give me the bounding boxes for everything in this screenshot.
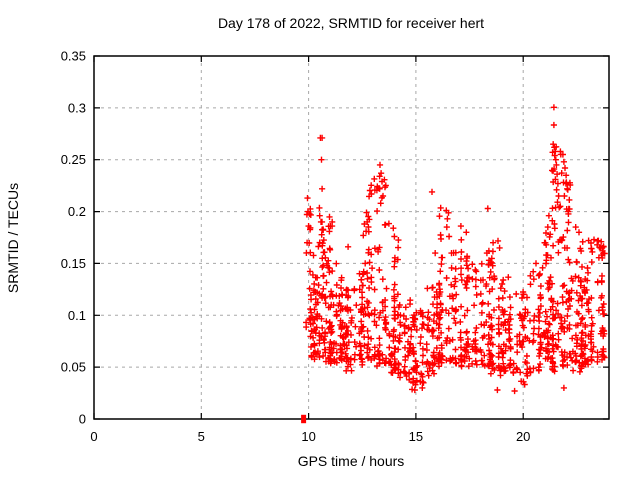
- tick-marks: [93, 55, 609, 420]
- y-tick-label: 0.3: [68, 100, 86, 115]
- y-tick-label: 0: [79, 412, 86, 427]
- x-tick-label: 0: [90, 429, 97, 444]
- x-tick-label: 10: [301, 429, 315, 444]
- x-axis-label: GPS time / hours: [298, 453, 405, 469]
- y-tick-label: 0.15: [61, 256, 86, 271]
- y-tick-label: 0.35: [61, 49, 86, 64]
- axis-ticks: [93, 55, 609, 420]
- y-axis-label: SRMTID / TECUs: [5, 183, 21, 293]
- x-tick-label: 15: [409, 429, 423, 444]
- y-tick-label: 0.25: [61, 152, 86, 167]
- x-tick-label: 20: [516, 429, 530, 444]
- plot-border: [93, 55, 610, 420]
- x-tick-label: 5: [198, 429, 205, 444]
- zero-value-square-marker: [301, 414, 307, 424]
- chart-title: Day 178 of 2022, SRMTID for receiver her…: [218, 15, 484, 31]
- scatter-plus-markers: [303, 104, 608, 395]
- y-tick-label: 0.05: [61, 360, 86, 375]
- y-tick-label: 0.2: [68, 204, 86, 219]
- tick-labels: 0 5 10 15 20 0 0.05 0.1 0.15 0.2 0.25 0.3 0.35: [61, 49, 531, 445]
- data-points: [301, 104, 608, 424]
- y-tick-label: 0.1: [68, 308, 86, 323]
